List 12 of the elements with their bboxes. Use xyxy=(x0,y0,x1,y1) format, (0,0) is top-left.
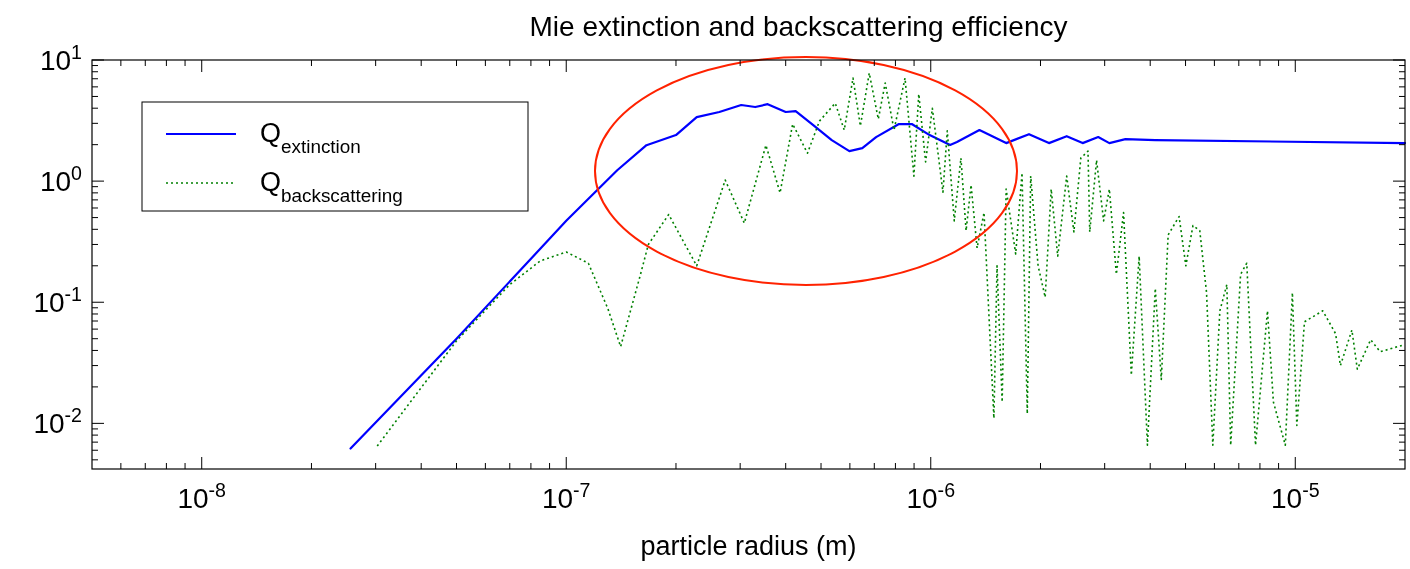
chart-title: Mie extinction and backscattering efficiency xyxy=(529,11,1068,42)
x-tick-label: 10$^{-7}$ xyxy=(541,479,591,514)
y-tick-label: 10$^{-2}$ xyxy=(33,404,82,440)
y-tick-label: 10$^{-1}$ xyxy=(33,283,82,319)
x-tick-label: 10$^{-5}$ xyxy=(1270,479,1320,514)
x-tick-label: 10$^{-8}$ xyxy=(177,479,227,514)
legend-label: Q$_{extinction}$ xyxy=(260,118,361,157)
x-tick-label: 10$^{-6}$ xyxy=(906,479,956,514)
legend-label: Q$_{backscattering}$ xyxy=(260,167,403,206)
y-tick-label: 10$^{0}$ xyxy=(39,162,83,198)
y-tick-label: 10$^{1}$ xyxy=(39,41,82,76)
x-axis-title: particle radius (m) xyxy=(640,531,857,561)
